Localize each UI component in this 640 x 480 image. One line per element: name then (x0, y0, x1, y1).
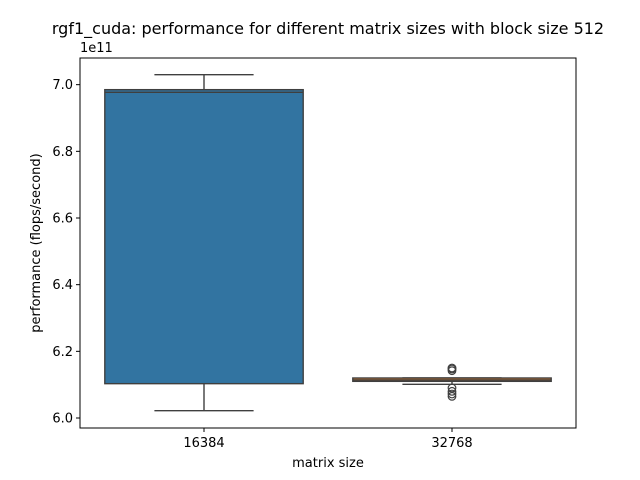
box-group-16384 (104, 73, 304, 412)
x-tick-label: 16384 (183, 436, 224, 451)
x-axis: 16384 32768 (183, 428, 473, 451)
outlier-point (447, 391, 457, 401)
outlier-point (447, 383, 457, 393)
outlier-point (447, 386, 457, 396)
box-group-32768 (352, 363, 552, 401)
x-tick-label: 32768 (431, 436, 472, 451)
y-axis-label: performance (flops/second) (29, 153, 44, 332)
outlier-point (447, 363, 457, 373)
y-tick-label: 6.8 (52, 145, 73, 160)
y-tick-label: 6.2 (52, 345, 73, 360)
chart-title: rgf1_cuda: performance for different mat… (52, 19, 604, 39)
plot-area (104, 73, 552, 412)
box (104, 88, 304, 385)
y-multiplier: 1e11 (80, 41, 113, 56)
y-tick-label: 6.4 (52, 278, 73, 293)
y-tick-label: 6.0 (52, 412, 73, 427)
plot-frame (79, 57, 577, 429)
x-axis-label: matrix size (292, 456, 364, 471)
y-tick-label: 6.6 (52, 212, 73, 227)
y-axis: 6.0 6.2 6.4 6.6 6.8 7.0 (52, 78, 80, 427)
outlier-point (447, 389, 457, 399)
y-tick-label: 7.0 (52, 78, 73, 93)
